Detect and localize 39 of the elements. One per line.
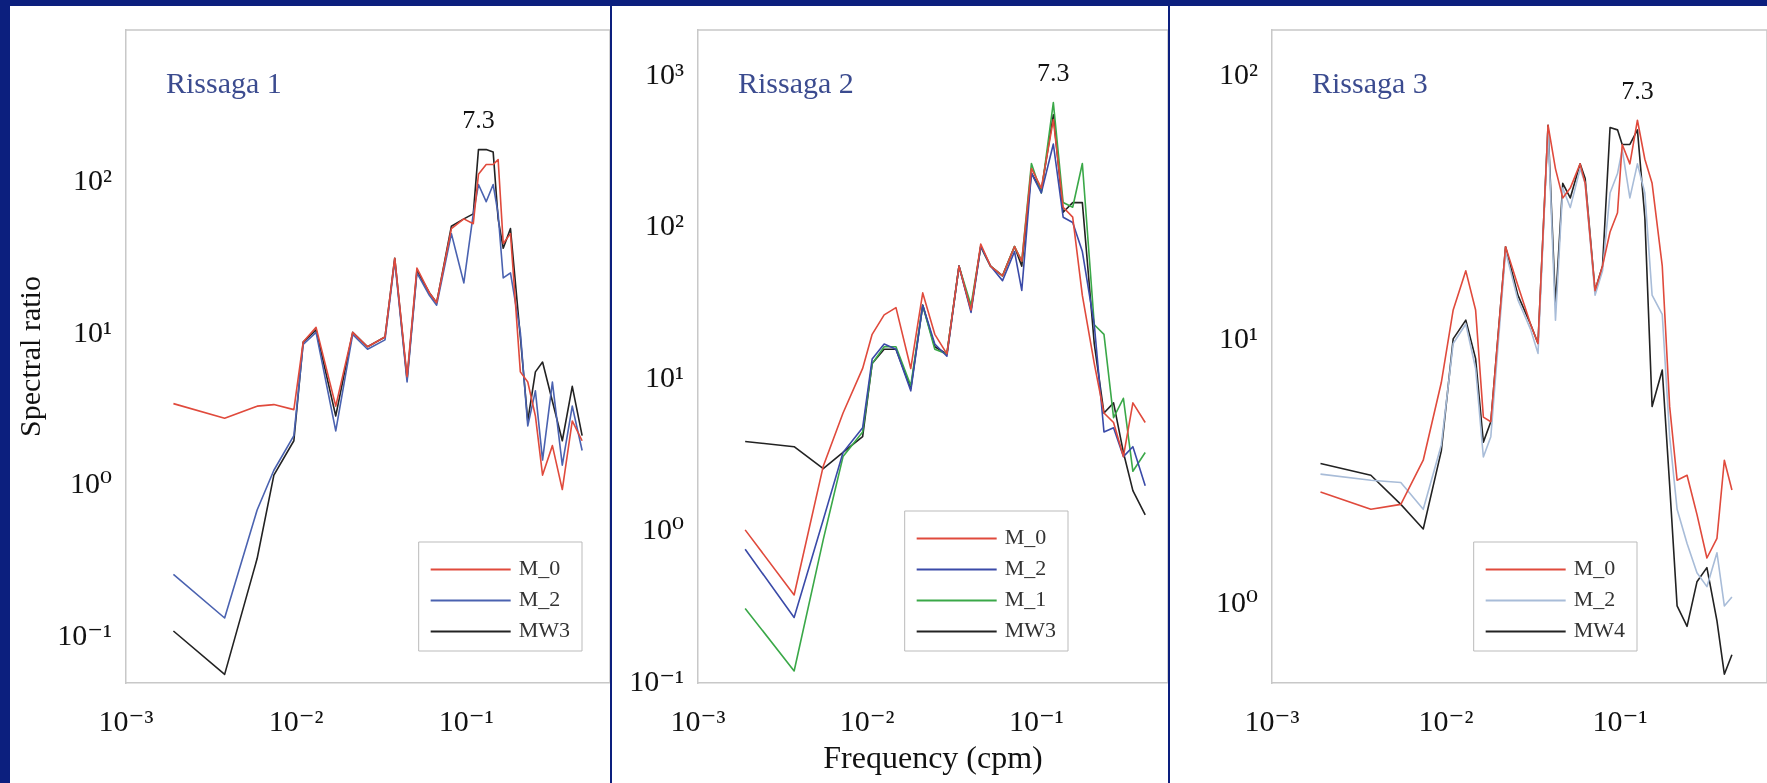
y-tick-label: 10³ (645, 56, 684, 90)
x-tick-label: 10⁻¹ (1592, 703, 1648, 737)
legend-label: M_1 (1004, 586, 1047, 612)
x-tick-label: 10⁻³ (98, 703, 154, 737)
x-tick-label: 10⁻¹ (438, 703, 494, 737)
y-tick-label: 10¹ (1219, 320, 1258, 354)
y-tick-label: 10⁰ (69, 466, 112, 500)
x-tick-label: 10⁻² (1418, 703, 1474, 737)
legend-label: M_2 (518, 586, 561, 612)
y-tick-label: 10⁰ (1215, 584, 1258, 618)
text: Rissaga 2 (738, 65, 854, 99)
y-tick-label: 10² (73, 162, 112, 196)
annotation: 7.3 (1621, 76, 1654, 106)
legend-label: M_2 (1573, 586, 1616, 612)
y-axis-title: Spectral ratio (12, 276, 46, 437)
y-tick-label: 10⁻¹ (629, 663, 684, 697)
annotation: 7.3 (1037, 58, 1070, 88)
x-axis-title: Frequency (cpm) (823, 739, 1043, 776)
y-tick-label: 10¹ (645, 360, 684, 394)
text: Rissaga 1 (166, 65, 282, 99)
x-tick-label: 10⁻¹ (1008, 703, 1064, 737)
x-tick-label: 10⁻² (268, 703, 324, 737)
legend-label: M_0 (518, 555, 561, 581)
annotation: 7.3 (462, 105, 495, 135)
text: Rissaga 3 (1312, 65, 1428, 99)
legend-label: M_2 (1004, 555, 1047, 581)
x-tick-label: 10⁻³ (1244, 703, 1300, 737)
y-tick-label: 10¹ (73, 314, 112, 348)
y-tick-label: 10⁻¹ (57, 618, 112, 652)
legend-label: MW3 (518, 617, 570, 643)
legend-label: M_0 (1004, 524, 1047, 550)
y-tick-label: 10² (645, 208, 684, 242)
legend-label: MW3 (1004, 617, 1056, 643)
x-tick-label: 10⁻³ (670, 703, 726, 737)
legend-label: M_0 (1573, 555, 1616, 581)
legend-label: MW4 (1573, 617, 1625, 643)
x-tick-label: 10⁻² (839, 703, 895, 737)
y-tick-label: 10² (1219, 57, 1258, 91)
y-tick-label: 10⁰ (641, 512, 684, 546)
